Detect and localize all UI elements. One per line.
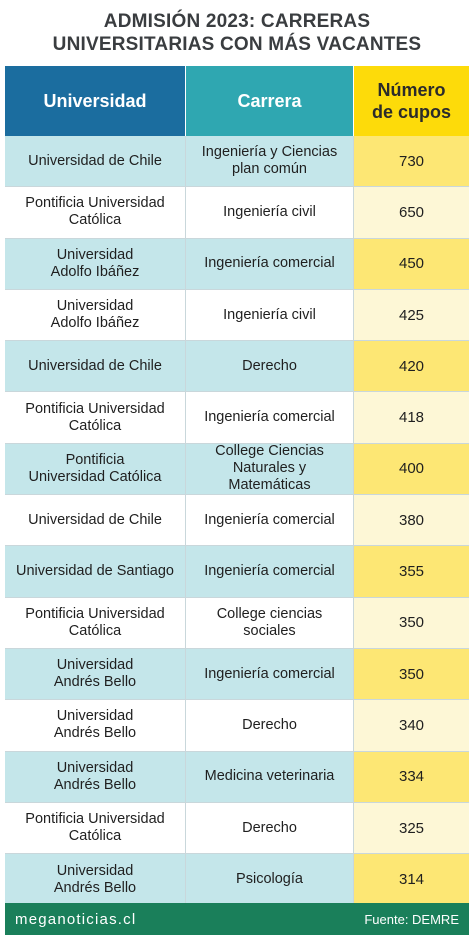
table-row: Universidad de Chile Derecho 420 bbox=[5, 341, 469, 393]
cupos-cell: 350 bbox=[354, 597, 469, 648]
carrera-cell: Ingeniería comercial bbox=[186, 648, 354, 700]
cupos-cell: 650 bbox=[354, 187, 469, 238]
cupos-cell: 314 bbox=[354, 854, 469, 906]
cupos-cell: 425 bbox=[354, 289, 469, 341]
cupos-cell: 380 bbox=[354, 495, 469, 546]
universidad-cell: Universidad de Santiago bbox=[5, 546, 186, 597]
carrera-cell: Ingeniería comercial bbox=[186, 495, 354, 546]
cupos-cell: 355 bbox=[354, 546, 469, 597]
cupos-cell: 418 bbox=[354, 392, 469, 443]
table-row: Pontificia Universidad Católica College C… bbox=[5, 443, 469, 496]
cupos-cell: 334 bbox=[354, 751, 469, 802]
carrera-cell: College Ciencias Naturales y Matemáticas bbox=[186, 443, 354, 495]
carrera-cell: Ingeniería comercial bbox=[186, 392, 354, 443]
universidad-cell: Pontificia Universidad Católica bbox=[5, 597, 186, 648]
universidad-cell: Universidad de Chile bbox=[5, 341, 186, 392]
table-row: Pontificia Universidad Católica Ingenierí… bbox=[5, 392, 469, 444]
carrera-cell: Ingeniería comercial bbox=[186, 546, 354, 597]
universidad-cell: Universidad Andrés Bello bbox=[5, 648, 186, 700]
universidad-cell: Universidad Andrés Bello bbox=[5, 700, 186, 751]
universidad-cell: Universidad Andrés Bello bbox=[5, 751, 186, 802]
universidad-cell: Pontificia Universidad Católica bbox=[5, 443, 186, 495]
cupos-cell: 340 bbox=[354, 700, 469, 751]
table-row: Pontificia Universidad Católica Ingenierí… bbox=[5, 187, 469, 239]
page-title: ADMISIÓN 2023: CARRERAS UNIVERSITARIAS C… bbox=[0, 0, 474, 66]
table-row: Universidad Andrés Bello Medicina veterin… bbox=[5, 751, 469, 803]
universidad-cell: Pontificia Universidad Católica bbox=[5, 392, 186, 443]
cupos-cell: 730 bbox=[354, 136, 469, 187]
universidad-cell: Universidad de Chile bbox=[5, 136, 186, 187]
brand-label: meganoticias.cl bbox=[15, 910, 137, 928]
cupos-cell: 350 bbox=[354, 648, 469, 700]
title-line-1: ADMISIÓN 2023: CARRERAS bbox=[103, 11, 371, 32]
title-line-2: UNIVERSITARIAS CON MÁS VACANTES bbox=[52, 34, 422, 55]
cupos-cell: 400 bbox=[354, 443, 469, 495]
table-row: Universidad Andrés Bello Psicología 314 bbox=[5, 854, 469, 906]
carrera-cell: Ingeniería comercial bbox=[186, 238, 354, 289]
table-row: Universidad Adolfo Ibáñez Ingeniería come… bbox=[5, 238, 469, 290]
cupos-cell: 325 bbox=[354, 802, 469, 854]
carrera-cell: Derecho bbox=[186, 802, 354, 854]
carrera-cell: Psicología bbox=[186, 854, 354, 906]
universidad-cell: Universidad Andrés Bello bbox=[5, 854, 186, 906]
table-row: Universidad de Chile Ingeniería y Ciencia… bbox=[5, 136, 469, 188]
carrera-cell: Derecho bbox=[186, 700, 354, 751]
table-row: Universidad de Chile Ingeniería comercial… bbox=[5, 495, 469, 547]
table-body: Universidad de Chile Ingeniería y Ciencia… bbox=[5, 136, 469, 906]
carrera-cell: Ingeniería y Ciencias plan común bbox=[186, 136, 354, 187]
cupos-cell: 450 bbox=[354, 238, 469, 289]
cupos-cell: 420 bbox=[354, 341, 469, 392]
table-row: Pontificia Universidad Católica College c… bbox=[5, 597, 469, 649]
source-label: Fuente: DEMRE bbox=[364, 911, 459, 927]
column-header-carrera: Carrera bbox=[186, 66, 354, 136]
carrera-cell: College ciencias sociales bbox=[186, 597, 354, 648]
table-row: Universidad Andrés Bello Ingeniería comer… bbox=[5, 648, 469, 701]
column-header-cupos: Número de cupos bbox=[354, 66, 469, 136]
universidad-cell: Pontificia Universidad Católica bbox=[5, 187, 186, 238]
table-row: Universidad de Santiago Ingeniería comerc… bbox=[5, 546, 469, 598]
footer-bar: meganoticias.cl Fuente: DEMRE bbox=[5, 903, 469, 935]
carrera-cell: Ingeniería civil bbox=[186, 289, 354, 341]
carrera-cell: Ingeniería civil bbox=[186, 187, 354, 238]
universidad-cell: Pontificia Universidad Católica bbox=[5, 802, 186, 854]
carrera-cell: Derecho bbox=[186, 341, 354, 392]
table-row: Pontificia Universidad Católica Derecho 32… bbox=[5, 802, 469, 855]
vacancies-table: Universidad Carrera Número de cupos Univ… bbox=[5, 66, 469, 906]
universidad-cell: Universidad de Chile bbox=[5, 495, 186, 546]
carrera-cell: Medicina veterinaria bbox=[186, 751, 354, 802]
table-row: Universidad Adolfo Ibáñez Ingeniería civi… bbox=[5, 289, 469, 342]
column-header-universidad: Universidad bbox=[5, 66, 186, 136]
universidad-cell: Universidad Adolfo Ibáñez bbox=[5, 289, 186, 341]
table-row: Universidad Andrés Bello Derecho 340 bbox=[5, 700, 469, 752]
table-header: Universidad Carrera Número de cupos bbox=[5, 66, 469, 136]
universidad-cell: Universidad Adolfo Ibáñez bbox=[5, 238, 186, 289]
